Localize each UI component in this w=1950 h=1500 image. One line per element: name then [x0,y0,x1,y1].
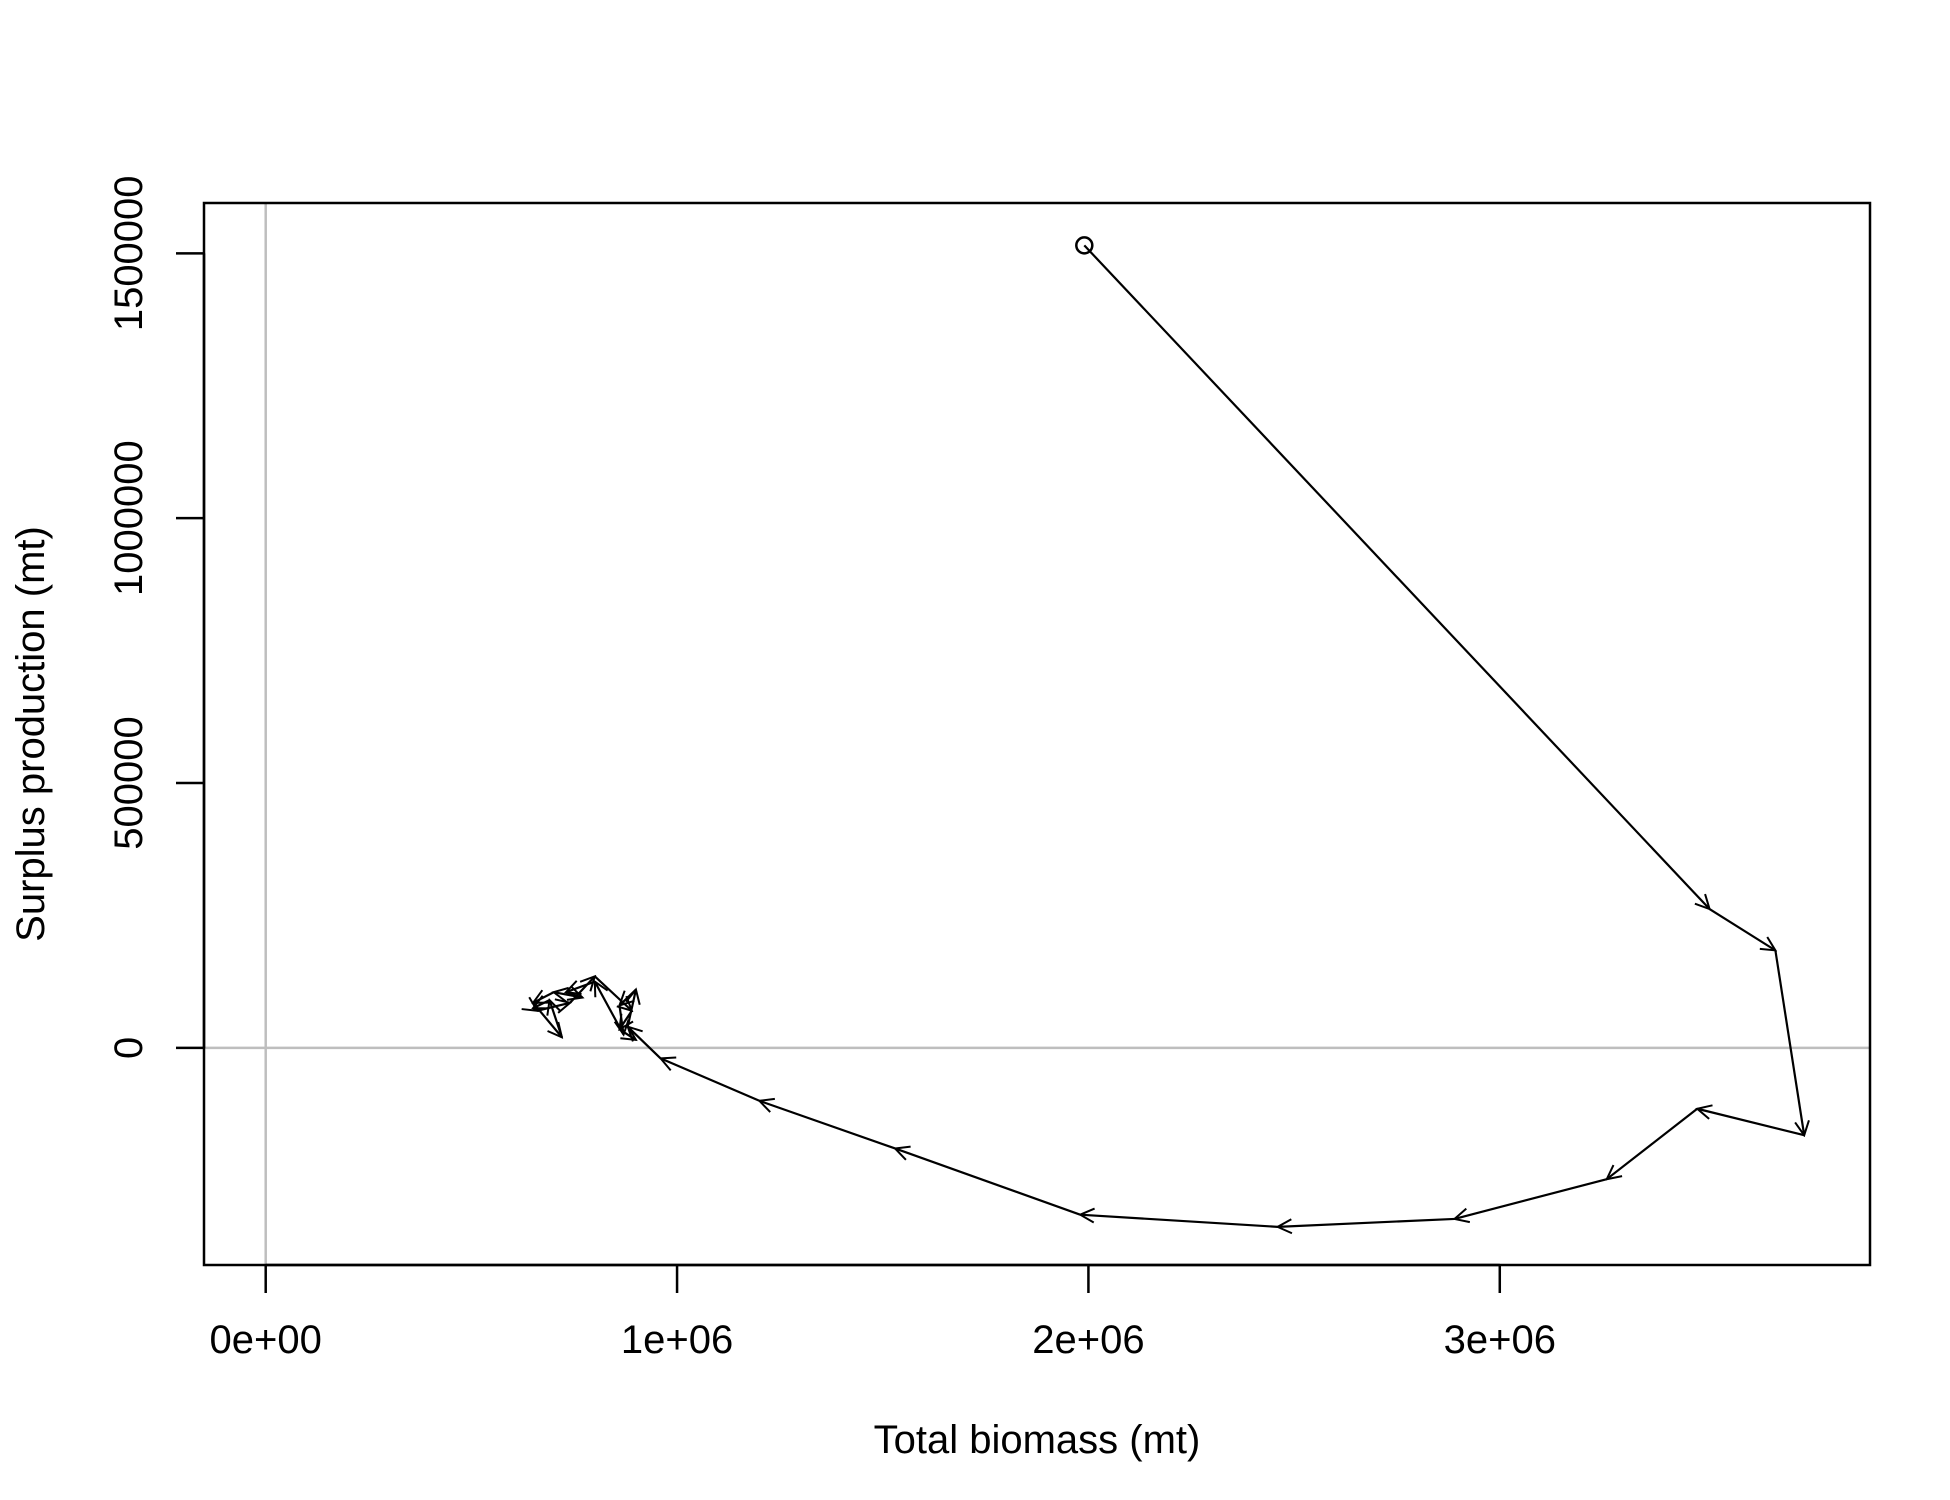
y-axis: 0 500000 1000000 1500000 [107,175,206,1059]
trajectory-arrow-segment [1455,1178,1608,1219]
trajectory-arrow-segment [1607,1107,1698,1179]
series-layer [533,236,1805,1228]
trajectory-arrow-segment [759,1101,896,1150]
trajectory-arrow-segment [618,1029,635,1040]
y-tick-label: 1500000 [107,175,151,331]
reference-lines [204,203,1870,1265]
trajectory-arrow-segment [1083,244,1709,909]
start-point-marker [1075,236,1094,255]
trajectory-arrow-segment [661,1058,760,1102]
trajectory-arrow-segment [533,1008,537,1011]
trajectory-arrow-segment [536,1003,570,1011]
x-axis: 0e+00 1e+06 2e+06 3e+06 [210,1263,1556,1362]
x-tick-label: 1e+06 [621,1318,733,1362]
trajectory-arrow-segment [1080,1215,1278,1228]
x-tick-label: 3e+06 [1444,1318,1556,1362]
y-axis-title: Surplus production (mt) [9,526,53,942]
y-tick-label: 0 [107,1037,151,1059]
x-tick-label: 0e+00 [210,1318,322,1362]
y-tick-label: 500000 [107,716,151,849]
trajectory-arrow-segment [1708,908,1776,950]
trajectory-arrow-segment [594,975,632,1010]
trajectory-arrow-segment [554,992,583,997]
y-tick-label: 1000000 [107,440,151,596]
trajectory-arrow-segment [895,1148,1081,1216]
trajectory-arrow-segment [1278,1217,1455,1227]
x-axis-title: Total biomass (mt) [874,1418,1201,1462]
trajectory-arrow-segment [628,1027,662,1060]
trajectory-arrow-segment [1774,950,1804,1135]
trajectory-arrow-segment [569,976,595,1004]
x-tick-label: 2e+06 [1032,1318,1144,1362]
trajectory-arrow-segment [1697,1109,1805,1137]
plot-frame [202,201,1872,1267]
